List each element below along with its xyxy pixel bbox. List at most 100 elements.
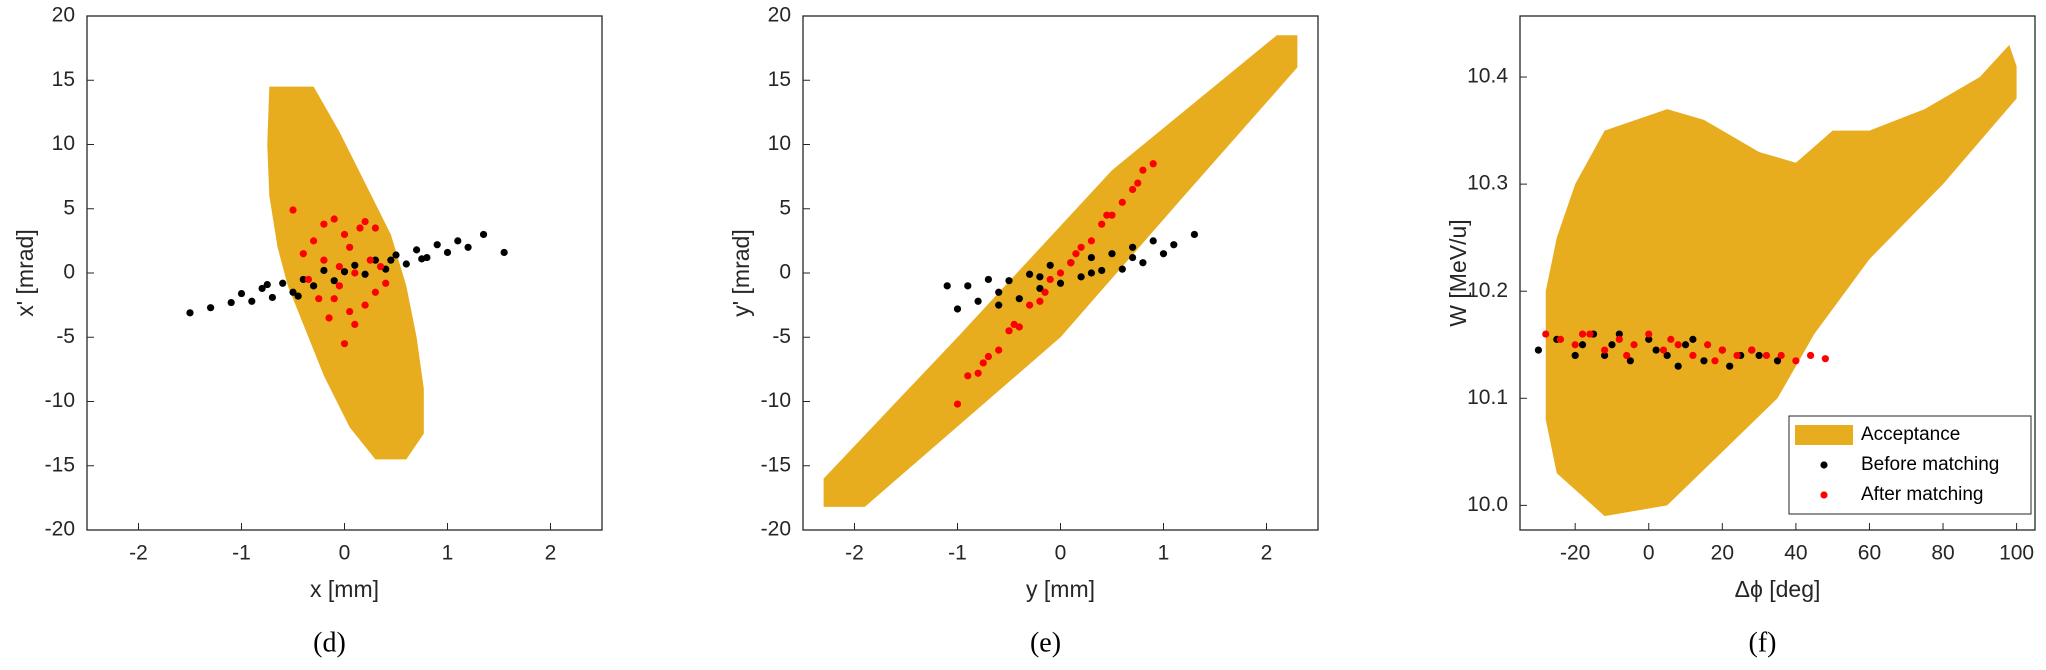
y-tick-label: 10 xyxy=(52,132,75,155)
scatter-point xyxy=(1704,341,1712,349)
x-tick-label: -20 xyxy=(1560,542,1590,565)
scatter-point xyxy=(289,206,297,214)
scatter-point xyxy=(1608,341,1616,349)
scatter-point xyxy=(351,269,359,277)
scatter-point xyxy=(227,298,235,307)
scatter-point xyxy=(340,340,349,348)
scatter-point xyxy=(1067,259,1075,267)
scatter-point xyxy=(1821,355,1829,363)
scatter-point xyxy=(995,301,1003,309)
scatter-point xyxy=(1129,253,1137,262)
x-tick-label: 0 xyxy=(1055,542,1067,565)
y-axis-label: W [MeV/u] xyxy=(1445,219,1471,326)
scatter-point xyxy=(1056,269,1065,277)
scatter-point xyxy=(1571,341,1579,349)
scatter-point xyxy=(1098,220,1106,228)
y-tick-label: 15 xyxy=(768,68,791,91)
scatter-point xyxy=(1700,357,1708,365)
scatter-point xyxy=(964,282,972,290)
y-tick-label: 10.0 xyxy=(1467,493,1508,516)
legend-swatch xyxy=(1795,425,1853,445)
scatter-point xyxy=(387,256,395,264)
scatter-point xyxy=(351,261,359,269)
x-tick-label: -1 xyxy=(948,542,967,565)
scatter-point xyxy=(310,282,318,290)
x-tick-label: 0 xyxy=(1643,542,1655,565)
x-tick-label: 2 xyxy=(1261,542,1273,565)
y-tick-label: 0 xyxy=(779,261,791,284)
scatter-point xyxy=(1630,341,1638,349)
scatter-point xyxy=(1134,179,1142,187)
scatter-point xyxy=(964,372,972,380)
scatter-point xyxy=(1578,341,1587,349)
scatter-point xyxy=(1755,351,1763,360)
scatter-point xyxy=(1139,166,1147,174)
scatter-point xyxy=(371,224,379,232)
scatter-point xyxy=(464,243,472,251)
scatter-point xyxy=(1689,351,1697,360)
scatter-point xyxy=(1046,275,1054,284)
scatter-point xyxy=(186,309,194,317)
scatter-point xyxy=(361,218,369,226)
scatter-point xyxy=(1087,269,1095,277)
scatter-point xyxy=(1663,351,1671,360)
scatter-point xyxy=(1041,288,1049,296)
scatter-point xyxy=(953,305,962,313)
scatter-point xyxy=(1571,351,1579,360)
scatter-point xyxy=(1674,362,1682,370)
scatter-point xyxy=(974,369,982,377)
scatter-point xyxy=(984,352,993,361)
scatter-point xyxy=(1667,335,1675,343)
scatter-point xyxy=(995,288,1003,296)
x-axis-label: x [mm] xyxy=(310,576,379,602)
scatter-point xyxy=(1623,351,1631,360)
scatter-point xyxy=(248,297,256,305)
scatter-point xyxy=(335,282,343,290)
x-tick-label: 60 xyxy=(1858,542,1881,565)
scatter-point xyxy=(454,237,462,245)
scatter-point xyxy=(279,279,287,287)
scatter-point xyxy=(299,275,307,284)
scatter-point xyxy=(1733,351,1741,360)
scatter-point xyxy=(1036,284,1044,293)
scatter-point xyxy=(320,220,328,228)
legend-label: After matching xyxy=(1861,484,1984,505)
scatter-point xyxy=(325,314,333,322)
scatter-point xyxy=(979,359,987,367)
y-tick-label: 10.4 xyxy=(1467,65,1508,88)
x-tick-label: 1 xyxy=(442,542,454,565)
scatter-point xyxy=(1077,243,1085,251)
y-tick-label: -15 xyxy=(45,453,75,476)
x-axis-label: Δϕ [deg] xyxy=(1735,576,1821,602)
scatter-point xyxy=(1534,346,1542,354)
scatter-point xyxy=(1108,211,1116,219)
y-tick-label: -10 xyxy=(761,389,791,412)
scatter-point xyxy=(1718,346,1726,354)
y-axis-label: x' [mrad] xyxy=(12,229,38,316)
scatter-point xyxy=(1026,270,1034,278)
scatter-point xyxy=(1748,346,1756,354)
scatter-point xyxy=(974,297,982,305)
scatter-point xyxy=(1046,261,1054,269)
scatter-point xyxy=(299,250,307,258)
scatter-point xyxy=(1711,357,1719,365)
scatter-point xyxy=(1036,297,1044,305)
scatter-point xyxy=(1542,330,1550,338)
legend-label: Acceptance xyxy=(1861,424,1960,445)
scatter-point xyxy=(443,248,452,257)
y-tick-label: 15 xyxy=(52,68,75,91)
scatter-point xyxy=(371,288,379,296)
scatter-point xyxy=(310,237,318,245)
scatter-point xyxy=(418,255,426,263)
scatter-point xyxy=(1103,211,1111,219)
scatter-point xyxy=(1601,346,1609,354)
y-tick-label: -5 xyxy=(56,325,75,348)
scatter-point xyxy=(1777,351,1785,360)
scatter-point xyxy=(1072,250,1080,258)
scatter-point xyxy=(1615,330,1623,338)
y-tick-label: -10 xyxy=(45,389,75,412)
scatter-point xyxy=(330,277,338,285)
scatter-point xyxy=(1159,250,1168,258)
scatter-point xyxy=(1087,253,1095,262)
scatter-point xyxy=(346,243,354,251)
